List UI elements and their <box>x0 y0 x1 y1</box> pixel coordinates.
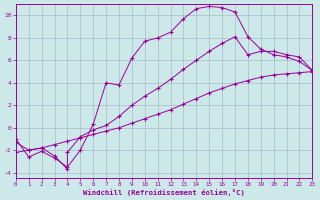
X-axis label: Windchill (Refroidissement éolien,°C): Windchill (Refroidissement éolien,°C) <box>83 189 245 196</box>
